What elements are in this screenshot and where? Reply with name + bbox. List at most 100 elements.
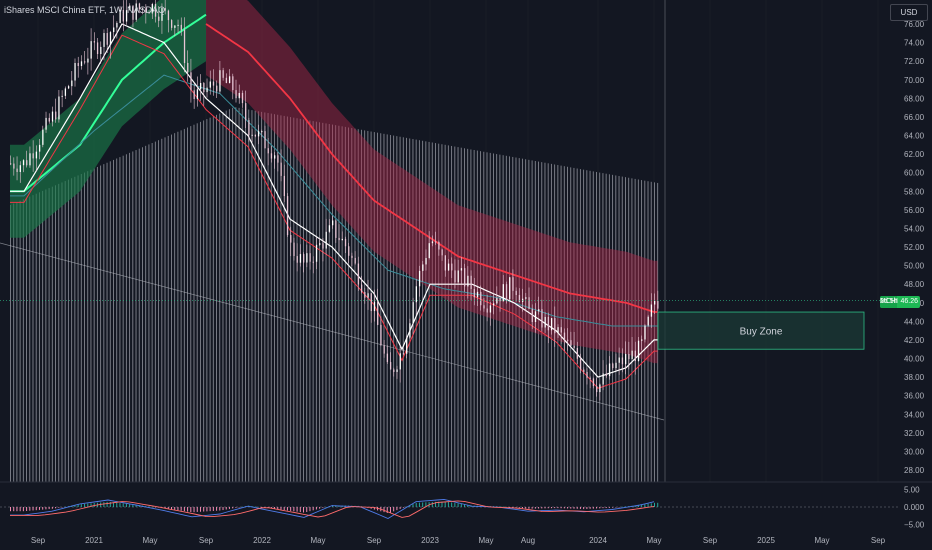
volume-bar (586, 170, 588, 482)
volume-bar (493, 153, 494, 482)
candle-body (576, 347, 579, 359)
volume-bar (402, 137, 404, 482)
volume-bar (116, 158, 118, 482)
macd-histogram-bar (389, 507, 391, 513)
volume-bar (573, 167, 575, 482)
volume-bar (199, 121, 201, 482)
macd-histogram-bar (174, 507, 176, 510)
volume-bar (399, 136, 401, 482)
candle-body (129, 5, 131, 11)
macd-histogram-bar (87, 503, 89, 507)
time-tick-label: 2023 (421, 536, 439, 545)
candle-body (547, 316, 550, 331)
candle-body (515, 290, 517, 296)
macd-histogram-bar (441, 501, 443, 507)
price-tick-label: 62.00 (904, 150, 925, 159)
candle-body (367, 293, 369, 298)
price-axis[interactable]: 76.00 74.00 72.00 70.00 68.00 66.00 64.00 62.00… (904, 20, 925, 475)
macd-histogram-bar (32, 507, 34, 511)
volume-bar (518, 158, 520, 482)
macd-histogram-bar (132, 504, 134, 507)
candle-body (631, 350, 633, 360)
candle-body (19, 165, 21, 172)
macd-axis[interactable]: 5.00 0.000 −5.00 (904, 486, 925, 530)
chart-title[interactable]: iShares MSCI China ETF, 1W, NASDAQ (4, 5, 166, 15)
candle-body (470, 275, 472, 290)
volume-bar (309, 120, 311, 482)
candle-body (447, 263, 450, 271)
macd-histogram-bar (106, 501, 108, 507)
macd-histogram-bar (203, 507, 205, 512)
candle-body (380, 324, 382, 346)
candle-body (154, 3, 157, 17)
macd-histogram-bar (257, 506, 259, 508)
candle-body (489, 305, 492, 313)
candle-body (203, 83, 205, 93)
candle-body (312, 261, 314, 263)
volume-bar (228, 109, 230, 482)
macd-histogram-bar (586, 507, 588, 509)
volume-bar (145, 145, 147, 482)
macd-histogram-bar (270, 507, 272, 509)
macd-histogram-bar (212, 507, 214, 511)
candle-body (418, 270, 421, 287)
candle-body (61, 95, 63, 97)
candle-body (351, 255, 353, 258)
volume-bar (512, 156, 514, 482)
volume-bar (219, 113, 221, 482)
macd-histogram-bar (521, 507, 523, 509)
candle-body (187, 62, 189, 73)
candle-body (303, 254, 305, 263)
macd-histogram-bar (58, 507, 60, 508)
price-tick-label: 36.00 (904, 392, 925, 401)
candle-body (637, 340, 640, 362)
candle-body (512, 277, 514, 291)
macd-histogram-bar (573, 507, 575, 509)
volume-bar (51, 186, 53, 482)
volume-bar (589, 170, 591, 482)
macd-histogram-bar (657, 502, 659, 507)
trend-line[interactable] (0, 242, 665, 421)
candle-body (38, 144, 41, 152)
price-tag-value: 46.26 (900, 298, 918, 305)
candle-body (586, 371, 588, 378)
price-tick-label: 40.00 (904, 355, 925, 364)
volume-bar (87, 171, 89, 482)
macd-histogram-bar (61, 507, 63, 508)
macd-histogram-bar (322, 507, 324, 508)
candle-body (138, 3, 141, 10)
candle-body (122, 9, 124, 22)
candle-body (225, 77, 228, 83)
volume-bar (167, 135, 169, 482)
macd-histogram-bar (608, 507, 610, 508)
macd-histogram-bar (116, 502, 118, 507)
macd-histogram-bar (505, 506, 507, 508)
macd-histogram-bar (90, 503, 92, 507)
macd-histogram-bar (625, 506, 627, 507)
last-price-tag: MCHI 46.26 (880, 296, 920, 308)
macd-histogram-bar (209, 507, 211, 512)
currency-button[interactable]: USD (890, 4, 928, 21)
macd-histogram-bar (129, 504, 131, 507)
time-axis[interactable]: Sep 2021 May Sep 2022 May Sep 2023 May Aug 2024 May… (31, 536, 886, 545)
candle-body (261, 131, 263, 133)
macd-histogram-bar (77, 504, 79, 507)
candle-body (286, 196, 289, 236)
candle-body (16, 168, 18, 172)
candle-body (84, 61, 86, 63)
volume-bar (499, 154, 501, 482)
macd-histogram-bar (393, 507, 395, 512)
volume-bar (354, 128, 356, 482)
macd-histogram-bar (493, 506, 494, 507)
macd-histogram-bar (225, 507, 227, 510)
volume-bar (592, 171, 594, 482)
candle-body (222, 70, 224, 78)
volume-bar (187, 127, 188, 482)
buy-zone-box[interactable]: Buy Zone (657, 311, 865, 350)
volume-bar (332, 124, 333, 482)
macd-histogram-bar (467, 504, 469, 507)
price-tick-label: 52.00 (904, 243, 925, 252)
macd-histogram-bar (254, 506, 256, 507)
candle-body (454, 270, 456, 283)
